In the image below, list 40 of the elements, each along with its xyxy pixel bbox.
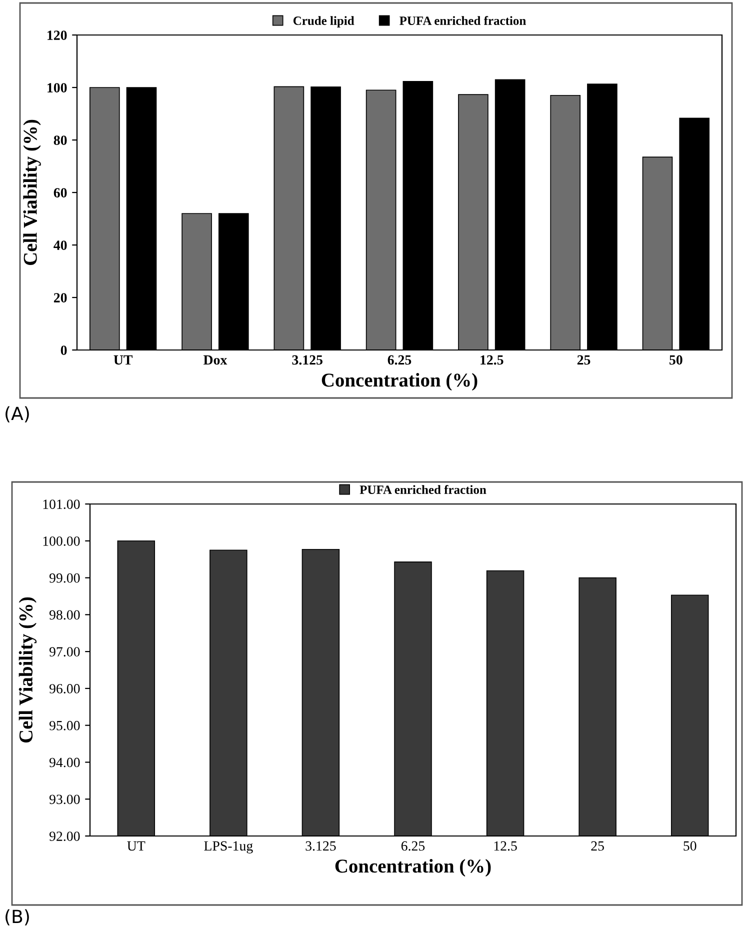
x-tick-label: 12.5 xyxy=(480,355,504,365)
y-axis-title: Cell Viability (%) xyxy=(23,120,41,265)
x-tick-label: LPS-1ug xyxy=(204,841,253,854)
y-tick-label: 20 xyxy=(54,293,67,302)
y-tick-label: 92.00 xyxy=(49,832,80,842)
legend-label: Crude lipid xyxy=(293,16,354,28)
x-tick-label: 50 xyxy=(670,355,682,365)
x-tick-label: 6.25 xyxy=(388,355,412,365)
y-tick-label: 40 xyxy=(54,240,67,250)
y-tick-label: 120 xyxy=(48,30,67,40)
x-tick-label: 50 xyxy=(684,841,696,851)
x-tick-label: UT xyxy=(114,355,133,365)
x-tick-label: 25 xyxy=(591,841,604,851)
y-tick-label: 80 xyxy=(54,136,67,145)
y-tick-label: 98.00 xyxy=(49,610,80,620)
text: (A) xyxy=(6,406,29,422)
y-tick-label: 0 xyxy=(60,346,67,355)
x-tick-label: Dox xyxy=(204,355,228,365)
x-tick-label: 6.25 xyxy=(401,841,425,851)
y-tick-label: 99.00 xyxy=(49,573,80,583)
x-axis-title: Concentration (%) xyxy=(322,373,478,391)
legend-label: PUFA enriched fraction xyxy=(400,16,526,25)
y-tick-label: 100.00 xyxy=(43,536,80,546)
x-tick-label: UT xyxy=(127,841,146,851)
y-axis-title: Cell Viability (%) xyxy=(18,597,37,742)
y-tick-label: 100 xyxy=(48,83,67,92)
y-tick-label: 96.00 xyxy=(49,684,80,694)
x-tick-label: 25 xyxy=(577,355,590,365)
x-tick-label: 12.5 xyxy=(494,841,517,851)
x-tick-label: 3.125 xyxy=(292,355,322,365)
y-tick-label: 60 xyxy=(54,188,67,198)
y-tick-label: 101.00 xyxy=(43,500,80,510)
y-tick-label: 95.00 xyxy=(49,720,80,730)
x-tick-label: 3.125 xyxy=(306,841,336,851)
y-tick-label: 94.00 xyxy=(49,758,80,768)
legend-label: PUFA enriched fraction xyxy=(360,485,486,494)
x-axis-title: Concentration (%) xyxy=(335,859,491,877)
y-tick-label: 97.00 xyxy=(49,647,80,657)
text: (B) xyxy=(6,909,29,926)
y-tick-label: 93.00 xyxy=(49,794,80,804)
